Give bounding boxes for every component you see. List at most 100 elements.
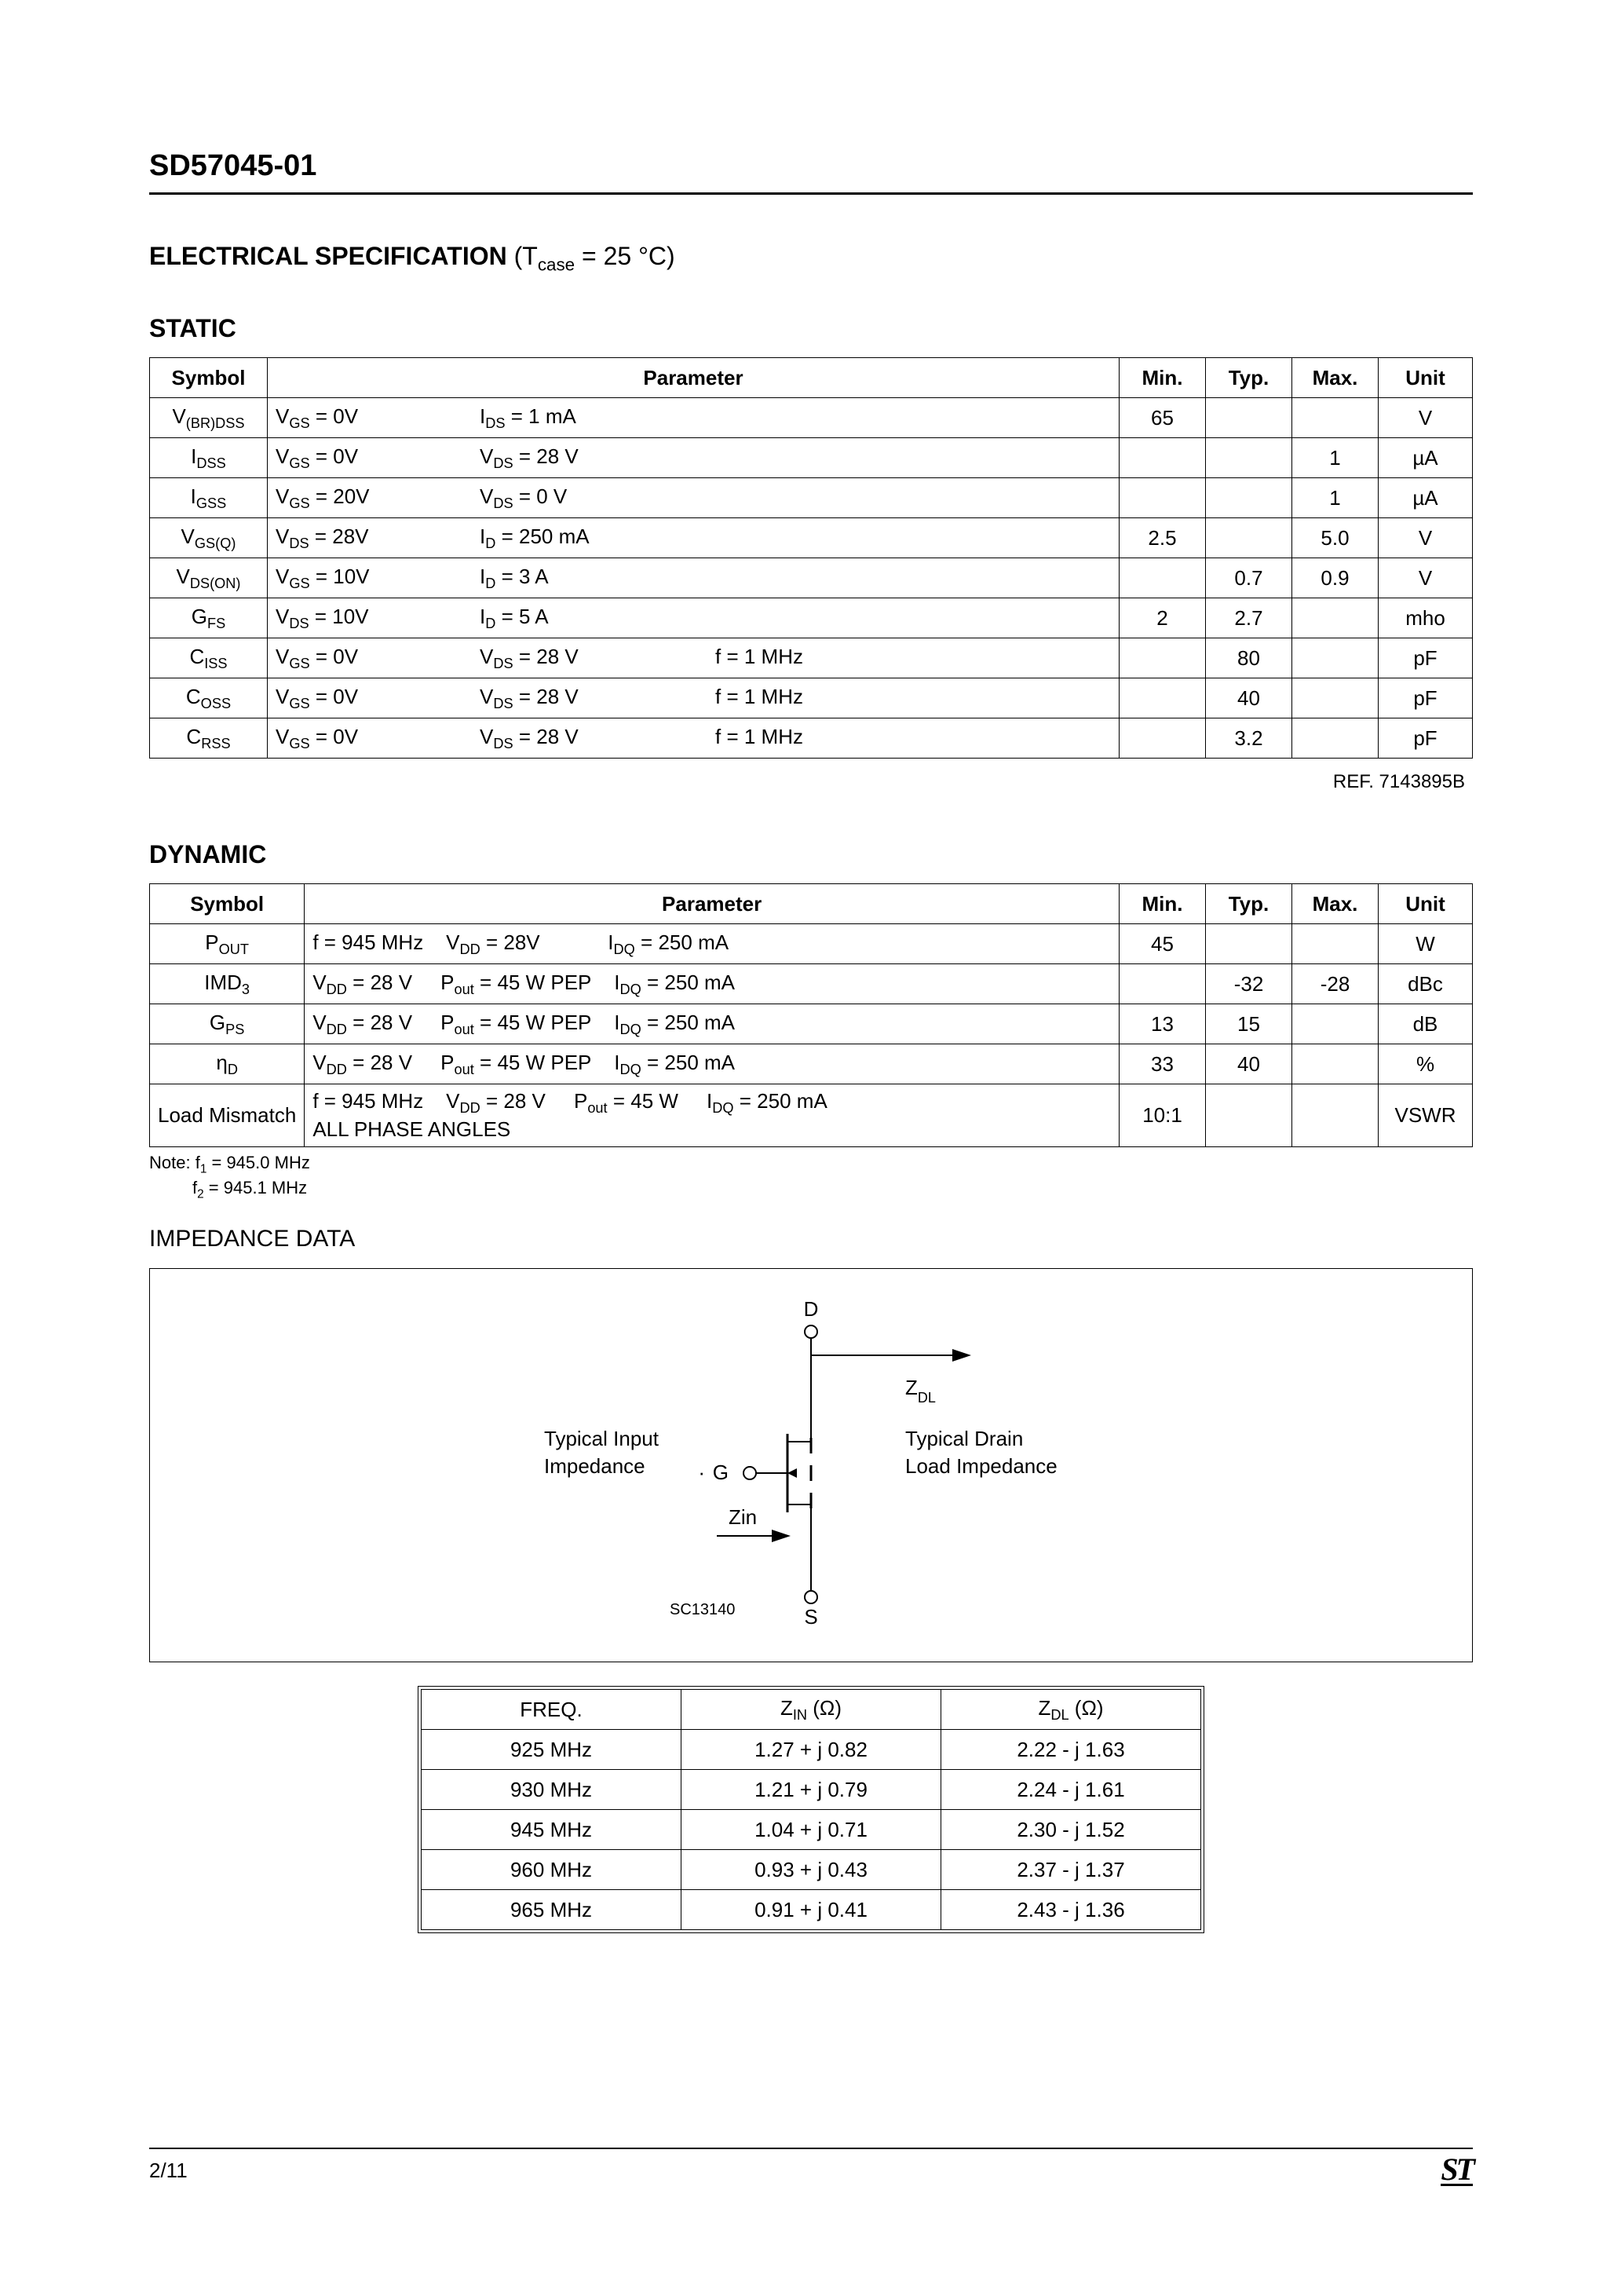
- cell-freq: 930 MHz: [422, 1770, 681, 1810]
- st-logo: ST: [1441, 2155, 1473, 2186]
- cell-parameter: VDS = 28VID = 250 mA: [268, 518, 1120, 558]
- impedance-heading: IMPEDANCE DATA: [149, 1226, 1473, 1252]
- table-row: POUTf = 945 MHz VDD = 28V IDQ = 250 mA45…: [150, 924, 1473, 964]
- table-row: ηDVDD = 28 V Pout = 45 W PEP IDQ = 250 m…: [150, 1044, 1473, 1084]
- cell-parameter: VGS = 10VID = 3 A: [268, 558, 1120, 598]
- cell-parameter: VDS = 10VID = 5 A: [268, 598, 1120, 638]
- table-row: GPSVDD = 28 V Pout = 45 W PEP IDQ = 250 …: [150, 1004, 1473, 1044]
- cell-typ: 0.7: [1206, 558, 1292, 598]
- impedance-diagram: D ZDL G · Zin S: [418, 1285, 1204, 1646]
- cell-typ: 80: [1206, 638, 1292, 678]
- cell-symbol: IDSS: [150, 438, 268, 478]
- cell-min: [1120, 638, 1206, 678]
- th-zin: ZIN (Ω): [681, 1690, 941, 1730]
- cell-unit: pF: [1379, 718, 1473, 759]
- d-label: D: [804, 1297, 819, 1321]
- cell-zin: 0.93 + j 0.43: [681, 1850, 941, 1890]
- cell-min: [1120, 678, 1206, 718]
- table-row: Load Mismatchf = 945 MHz VDD = 28 V Pout…: [150, 1084, 1473, 1146]
- cell-max: [1292, 924, 1379, 964]
- diagram-code: SC13140: [670, 1601, 735, 1618]
- static-section-heading: STATIC: [149, 314, 1473, 343]
- cell-parameter: VDD = 28 V Pout = 45 W PEP IDQ = 250 mA: [305, 1004, 1120, 1044]
- cell-parameter: VDD = 28 V Pout = 45 W PEP IDQ = 250 mA: [305, 1044, 1120, 1084]
- cell-symbol: Load Mismatch: [150, 1084, 305, 1146]
- table-row: VDS(ON)VGS = 10VID = 3 A0.70.9V: [150, 558, 1473, 598]
- cell-unit: V: [1379, 518, 1473, 558]
- cell-min: 65: [1120, 398, 1206, 438]
- table-row: 960 MHz0.93 + j 0.432.37 - j 1.37: [422, 1850, 1201, 1890]
- cell-unit: mho: [1379, 598, 1473, 638]
- table-row: CISSVGS = 0VVDS = 28 Vf = 1 MHz80pF: [150, 638, 1473, 678]
- impedance-table: FREQ. ZIN (Ω) ZDL (Ω) 925 MHz1.27 + j 0.…: [421, 1689, 1201, 1930]
- cell-symbol: POUT: [150, 924, 305, 964]
- cell-unit: dBc: [1379, 964, 1473, 1004]
- th-min: Min.: [1120, 884, 1206, 924]
- g-label: G: [713, 1461, 729, 1484]
- cell-max: [1292, 638, 1379, 678]
- cell-zdl: 2.24 - j 1.61: [941, 1770, 1201, 1810]
- cell-max: 5.0: [1292, 518, 1379, 558]
- cell-zdl: 2.43 - j 1.36: [941, 1890, 1201, 1930]
- static-table-header-row: Symbol Parameter Min. Typ. Max. Unit: [150, 358, 1473, 398]
- cell-parameter: VGS = 0VVDS = 28 V: [268, 438, 1120, 478]
- cell-max: [1292, 398, 1379, 438]
- page-number: 2/11: [149, 2159, 188, 2183]
- cell-symbol: IMD3: [150, 964, 305, 1004]
- cell-unit: %: [1379, 1044, 1473, 1084]
- cell-parameter: VGS = 0VIDS = 1 mA: [268, 398, 1120, 438]
- cell-max: 1: [1292, 438, 1379, 478]
- cell-min: 10:1: [1120, 1084, 1206, 1146]
- cell-zin: 1.04 + j 0.71: [681, 1810, 941, 1850]
- cell-max: [1292, 1004, 1379, 1044]
- table-row: VGS(Q)VDS = 28VID = 250 mA2.5 5.0V: [150, 518, 1473, 558]
- cell-symbol: GPS: [150, 1004, 305, 1044]
- cell-symbol: V(BR)DSS: [150, 398, 268, 438]
- cell-zin: 1.21 + j 0.79: [681, 1770, 941, 1810]
- cell-typ: 15: [1206, 1004, 1292, 1044]
- cell-parameter: VGS = 0VVDS = 28 Vf = 1 MHz: [268, 678, 1120, 718]
- th-parameter: Parameter: [268, 358, 1120, 398]
- th-parameter: Parameter: [305, 884, 1120, 924]
- cell-parameter: VGS = 20VVDS = 0 V: [268, 478, 1120, 518]
- cell-unit: VSWR: [1379, 1084, 1473, 1146]
- cell-typ: 2.7: [1206, 598, 1292, 638]
- table-row: IGSSVGS = 20VVDS = 0 V1µA: [150, 478, 1473, 518]
- cell-min: 13: [1120, 1004, 1206, 1044]
- spec-title-condition: (Tcase = 25 °C): [514, 242, 675, 270]
- cell-max: [1292, 598, 1379, 638]
- cell-unit: pF: [1379, 678, 1473, 718]
- cell-symbol: CRSS: [150, 718, 268, 759]
- impedance-table-wrapper: FREQ. ZIN (Ω) ZDL (Ω) 925 MHz1.27 + j 0.…: [418, 1686, 1204, 1933]
- dynamic-table-header-row: Symbol Parameter Min. Typ. Max. Unit: [150, 884, 1473, 924]
- left-text-1: Typical Input: [544, 1427, 659, 1450]
- th-unit: Unit: [1379, 884, 1473, 924]
- svg-text:·: ·: [698, 1461, 705, 1484]
- cell-zdl: 2.22 - j 1.63: [941, 1730, 1201, 1770]
- page-footer: 2/11 ST: [149, 2148, 1473, 2186]
- table-row: COSSVGS = 0VVDS = 28 Vf = 1 MHz40pF: [150, 678, 1473, 718]
- static-table: Symbol Parameter Min. Typ. Max. Unit V(B…: [149, 357, 1473, 759]
- cell-max: [1292, 678, 1379, 718]
- cell-typ: [1206, 1084, 1292, 1146]
- left-text-2: Impedance: [544, 1454, 645, 1478]
- th-max: Max.: [1292, 358, 1379, 398]
- cell-unit: µA: [1379, 478, 1473, 518]
- cell-symbol: VGS(Q): [150, 518, 268, 558]
- impedance-diagram-box: D ZDL G · Zin S: [149, 1268, 1473, 1662]
- cell-min: 2.5: [1120, 518, 1206, 558]
- part-number-header: SD57045-01: [149, 149, 1473, 195]
- cell-symbol: VDS(ON): [150, 558, 268, 598]
- th-typ: Typ.: [1206, 358, 1292, 398]
- cell-parameter: f = 945 MHz VDD = 28 V Pout = 45 W IDQ =…: [305, 1084, 1120, 1146]
- cell-typ: [1206, 518, 1292, 558]
- th-max: Max.: [1292, 884, 1379, 924]
- cell-zin: 1.27 + j 0.82: [681, 1730, 941, 1770]
- th-symbol: Symbol: [150, 358, 268, 398]
- cell-max: 0.9: [1292, 558, 1379, 598]
- cell-symbol: CISS: [150, 638, 268, 678]
- cell-zdl: 2.37 - j 1.37: [941, 1850, 1201, 1890]
- cell-unit: pF: [1379, 638, 1473, 678]
- cell-unit: V: [1379, 398, 1473, 438]
- cell-max: [1292, 1084, 1379, 1146]
